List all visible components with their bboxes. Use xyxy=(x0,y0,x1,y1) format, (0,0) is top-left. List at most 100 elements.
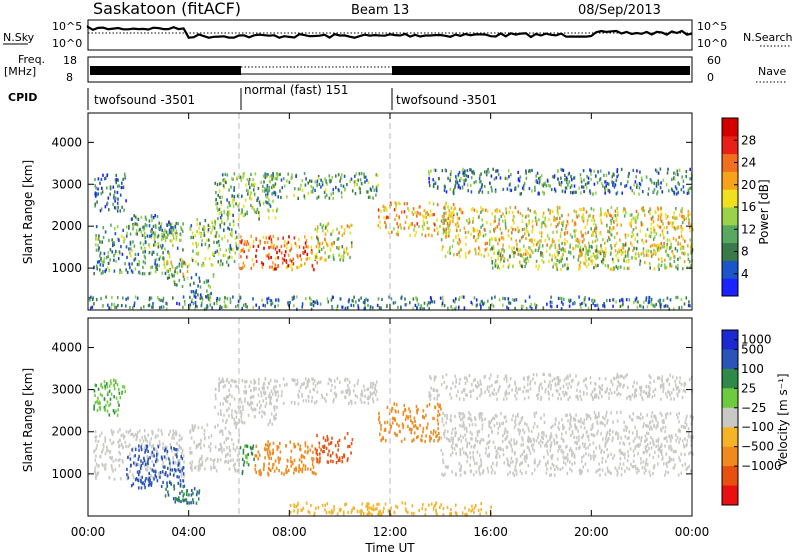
power-cell xyxy=(316,301,319,306)
power-cell xyxy=(424,234,427,238)
velocity-cell xyxy=(109,455,111,460)
velocity-cell xyxy=(374,393,377,397)
power-cell xyxy=(635,220,637,224)
velocity-cell xyxy=(93,389,96,393)
power-cell xyxy=(541,190,544,194)
velocity-cell xyxy=(312,465,315,469)
power-colorbar-swatch xyxy=(722,207,738,226)
power-cell xyxy=(653,188,656,192)
power-cell xyxy=(293,304,295,308)
power-cell xyxy=(651,243,654,248)
power-cell xyxy=(218,212,221,216)
power-cell xyxy=(687,214,689,218)
velocity-cell xyxy=(666,412,669,416)
power-cell xyxy=(246,240,249,244)
power-cell xyxy=(100,207,103,211)
velocity-cell xyxy=(302,463,305,467)
velocity-cell xyxy=(348,380,351,384)
velocity-cell xyxy=(275,412,277,416)
velocity-cell xyxy=(384,439,387,443)
velocity-cell xyxy=(373,390,376,394)
power-cell xyxy=(252,240,255,244)
power-cell xyxy=(636,185,638,189)
power-cell xyxy=(655,244,657,248)
power-cell xyxy=(626,180,629,184)
power-cell xyxy=(622,246,625,250)
velocity-cell xyxy=(323,444,326,448)
power-cell xyxy=(592,233,595,237)
power-cell xyxy=(317,238,320,242)
velocity-cell xyxy=(212,465,215,469)
power-cell xyxy=(480,172,482,176)
power-cell xyxy=(142,265,144,269)
velocity-cell xyxy=(99,401,101,405)
power-cell xyxy=(158,264,160,268)
power-cell xyxy=(472,217,474,221)
power-cell xyxy=(690,264,692,268)
power-cell xyxy=(218,243,221,247)
power-cell xyxy=(616,251,619,255)
velocity-cell xyxy=(181,449,184,453)
power-cell xyxy=(209,292,211,296)
velocity-cell xyxy=(235,384,237,388)
power-cell xyxy=(582,233,584,237)
velocity-cell xyxy=(228,445,231,450)
power-cell xyxy=(578,186,580,190)
velocity-cell xyxy=(110,381,112,385)
velocity-cell xyxy=(214,393,217,397)
power-cell xyxy=(98,234,100,238)
power-cell xyxy=(510,188,513,193)
velocity-cell xyxy=(305,386,307,390)
velocity-cell xyxy=(300,460,303,464)
velocity-cell xyxy=(126,467,128,471)
power-cell xyxy=(320,185,322,189)
power-cell xyxy=(680,305,683,309)
velocity-cell xyxy=(99,434,101,438)
power-cell xyxy=(226,297,229,301)
power-cell xyxy=(326,223,329,227)
power-cell xyxy=(404,220,407,224)
power-cell xyxy=(477,252,480,256)
power-cell xyxy=(607,188,610,192)
velocity-cell xyxy=(230,378,233,382)
power-cell xyxy=(491,212,494,216)
power-cell xyxy=(440,219,443,223)
power-cell xyxy=(472,170,475,174)
velocity-cell xyxy=(137,457,140,461)
power-cell xyxy=(519,239,521,243)
power-cell xyxy=(117,257,120,261)
power-cell xyxy=(235,202,237,206)
velocity-cell xyxy=(229,432,232,436)
power-cell xyxy=(269,180,271,184)
velocity-cell xyxy=(208,435,210,440)
velocity-cell xyxy=(538,461,541,465)
power-cell xyxy=(367,195,370,199)
power-cell xyxy=(536,220,538,224)
velocity-cell xyxy=(347,445,349,449)
power-cell xyxy=(641,208,644,212)
velocity-cell xyxy=(354,394,357,398)
velocity-cell xyxy=(645,438,647,442)
velocity-cell xyxy=(333,391,336,395)
power-cell xyxy=(534,248,537,252)
velocity-cell xyxy=(311,377,314,381)
power-cell xyxy=(351,299,354,303)
power-cell xyxy=(671,221,674,225)
power-cell xyxy=(197,262,199,266)
power-cell xyxy=(164,228,166,232)
power-cell xyxy=(639,183,642,187)
power-cell xyxy=(100,177,103,181)
power-cell xyxy=(363,307,365,311)
power-cell xyxy=(493,177,496,181)
power-cell xyxy=(113,258,115,262)
velocity-cell xyxy=(182,498,184,502)
velocity-cell xyxy=(680,452,683,456)
power-cell xyxy=(252,297,254,301)
power-cell xyxy=(445,201,447,205)
power-cell xyxy=(312,304,315,308)
power-cell xyxy=(502,212,504,216)
power-cell xyxy=(400,226,402,230)
velocity-cell xyxy=(254,408,257,412)
velocity-cell xyxy=(247,413,250,417)
power-cell xyxy=(486,241,488,245)
